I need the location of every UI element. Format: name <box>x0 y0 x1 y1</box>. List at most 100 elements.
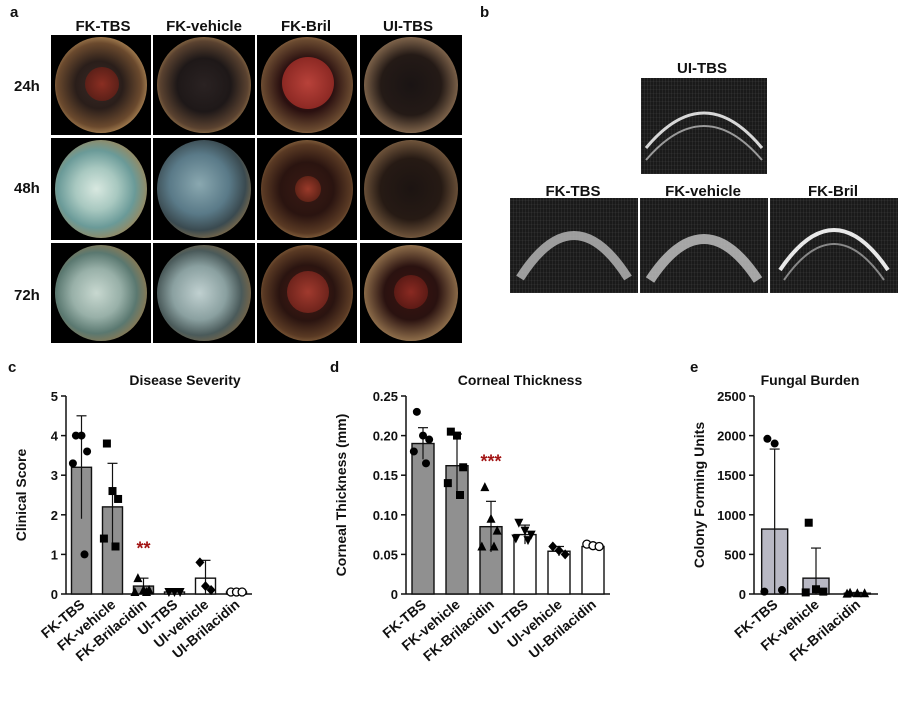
eye-photo-fk-tbs-48h <box>51 138 151 240</box>
oct-image-fk-tbs <box>510 198 638 293</box>
chart-e-point-3-2 <box>852 588 862 598</box>
chart-d-y-tick-label: 0.20 <box>373 429 398 444</box>
chart-c-point-2-3 <box>114 494 123 503</box>
chart-c-panel-letter: c <box>8 359 16 376</box>
chart-e-title: Fungal Burden <box>761 372 860 388</box>
eye-photo-fk-tbs-24h <box>51 35 151 135</box>
eye-photo-fk-vehicle-48h <box>153 138 255 240</box>
chart-d-bar-1 <box>411 442 435 595</box>
chart-e-y-tick-label: 500 <box>724 547 746 562</box>
chart-d-point-3-3 <box>492 525 502 535</box>
chart-e-point-2-2 <box>812 585 820 594</box>
panel-a-col-label-1: FK-TBS <box>75 18 131 35</box>
chart-d-point-3-5 <box>489 541 499 551</box>
oct-image-fk-vehicle <box>640 198 768 293</box>
chart-e-y-tick-label: 1000 <box>717 508 746 523</box>
chart-c-y-tick-label: 2 <box>51 508 58 523</box>
chart-e-point-1-4 <box>760 587 769 596</box>
chart-d-point-4-3 <box>526 530 536 540</box>
eye-photo-fk-bril-24h <box>257 35 357 135</box>
eye-photo-fk-vehicle-24h <box>153 35 255 135</box>
chart-e-point-1-3 <box>777 586 786 595</box>
chart-d-point-4-1 <box>514 518 524 528</box>
chart-d-panel-letter: d <box>330 359 339 376</box>
chart-c-point-1-3 <box>83 447 92 456</box>
chart-c-point-6-3 <box>237 587 247 597</box>
chart-c-point-2-2 <box>108 487 117 496</box>
chart-c-y-tick-label: 3 <box>51 468 58 483</box>
chart-d-point-2-4 <box>443 479 452 488</box>
oct-label-fk-vehicle: FK-vehicle <box>665 183 741 200</box>
chart-e-y-axis-label: Colony Forming Units <box>691 422 707 568</box>
chart-c-point-1-2 <box>77 431 86 440</box>
chart-e-y-tick-label: 1500 <box>717 468 746 483</box>
eye-photo-ui-tbs-24h <box>360 35 462 135</box>
panel-a-col-label-4: UI-TBS <box>383 18 433 35</box>
chart-e-point-3-3 <box>860 588 870 598</box>
chart-d-y-axis-label: Corneal Thickness (mm) <box>333 414 349 577</box>
oct-image-ui-tbs <box>641 78 767 174</box>
chart-c-point-2-5 <box>111 542 120 551</box>
chart-d-point-6-3 <box>594 541 604 552</box>
chart-d-point-1-2 <box>419 431 427 440</box>
chart-c-point-4-3 <box>175 588 185 598</box>
panel-a-col-label-2: FK-vehicle <box>166 18 242 35</box>
oct-label-fk-bril: FK-Bril <box>808 183 858 200</box>
chart-c-point-5-1 <box>195 557 205 568</box>
chart-d-bar-6 <box>581 545 605 595</box>
chart-c-point-5-2 <box>201 581 210 592</box>
chart-e-point-2-1 <box>804 518 813 527</box>
chart-c-point-1-1 <box>71 431 80 440</box>
chart-e-point-1-2 <box>770 439 779 448</box>
chart-c-point-3-5 <box>142 587 151 597</box>
panel-a-row-label-72h: 72h <box>14 287 40 304</box>
chart-d-point-1-5 <box>422 459 430 468</box>
chart-c-y-tick-label: 5 <box>51 389 58 404</box>
chart-c-y-tick-label: 0 <box>51 587 58 602</box>
panel-a-col-label-3: FK-Bril <box>281 18 331 35</box>
chart-d-point-2-1 <box>446 427 455 436</box>
chart-d-point-2-5 <box>456 491 464 499</box>
chart-d-title: Corneal Thickness <box>458 372 583 388</box>
chart-e-y-tick-label: 0 <box>739 587 746 602</box>
chart-d-y-tick-label: 0.10 <box>373 508 398 523</box>
chart-d-point-1-4 <box>409 447 418 456</box>
oct-label-fk-tbs: FK-TBS <box>545 183 601 200</box>
chart-c-y-tick-label: 4 <box>51 429 59 444</box>
chart-c-point-2-4 <box>99 534 108 543</box>
oct-label-ui-tbs: UI-TBS <box>677 60 727 77</box>
chart-e-point-3-4 <box>842 588 852 598</box>
chart-d-point-1-3 <box>425 435 434 444</box>
chart-d-point-1-1 <box>412 407 421 416</box>
chart-c-title: Disease Severity <box>129 372 241 388</box>
chart-c-point-3-1 <box>133 573 143 583</box>
chart-d-point-4-5 <box>523 536 533 546</box>
chart-e-point-2-4 <box>801 588 810 597</box>
eye-photo-fk-vehicle-72h <box>153 243 255 343</box>
chart-e-panel-letter: e <box>690 359 698 376</box>
chart-d-point-4-4 <box>511 534 521 544</box>
chart-c-y-axis-label: Clinical Score <box>13 448 29 541</box>
chart-e-point-2-3 <box>819 587 828 596</box>
chart-e-point-1-1 <box>763 434 772 443</box>
chart-d-point-2-3 <box>459 463 468 472</box>
chart-d-y-tick-label: 0.25 <box>373 389 398 404</box>
chart-d-point-3-4 <box>477 541 487 551</box>
eye-photo-fk-bril-48h <box>257 138 357 240</box>
chart-d-point-3-2 <box>486 513 496 523</box>
chart-d-point-3-1 <box>480 482 490 492</box>
chart-d-y-tick-label: 0.05 <box>373 547 398 562</box>
eye-photo-ui-tbs-48h <box>360 138 462 240</box>
chart-d-point-2-2 <box>453 431 461 440</box>
oct-image-fk-bril <box>770 198 898 293</box>
chart-e-x-tick-label: FK-Brilacidin <box>786 596 863 664</box>
chart-d-y-tick-label: 0.15 <box>373 468 398 483</box>
chart-d-point-4-2 <box>520 526 530 536</box>
chart-c-point-5-3 <box>206 585 216 596</box>
panel-a-row-label-48h: 48h <box>14 180 40 197</box>
chart-c-point-3-4 <box>130 587 140 597</box>
eye-photo-fk-bril-72h <box>257 243 357 343</box>
chart-c-point-2-1 <box>102 439 111 448</box>
bar-charts-figure: c Disease Severity Clinical Score 0 1 2 3 4 5 FK-… <box>8 359 878 664</box>
chart-d-point-5-1 <box>548 541 558 552</box>
